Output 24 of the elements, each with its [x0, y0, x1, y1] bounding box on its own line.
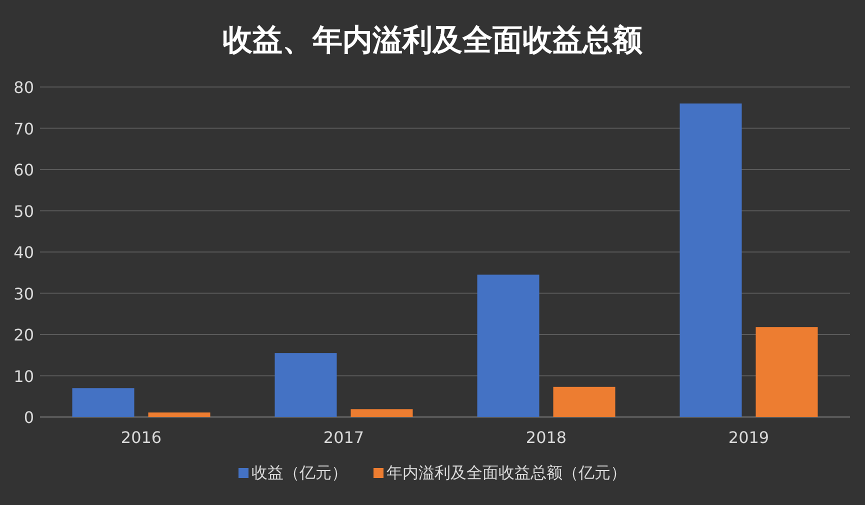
- y-tick-label: 40: [14, 243, 34, 262]
- bar: [477, 274, 540, 417]
- x-tick-label: 2018: [526, 428, 567, 447]
- x-tick-label: 2017: [323, 428, 364, 447]
- bar: [350, 409, 413, 417]
- y-tick-label: 0: [24, 408, 34, 427]
- legend-label: 年内溢利及全面收益总额（亿元）: [386, 463, 626, 482]
- chart-title: 收益、年内溢利及全面收益总额: [222, 23, 642, 58]
- bar: [148, 412, 210, 417]
- y-tick-label: 20: [14, 326, 34, 344]
- bar: [553, 386, 616, 417]
- bar: [756, 327, 818, 417]
- x-tick-label: 2016: [120, 428, 162, 447]
- y-tick-label: 50: [14, 202, 34, 221]
- bar: [680, 104, 742, 417]
- y-tick-label: 10: [14, 366, 34, 386]
- y-tick-label: 30: [14, 284, 34, 304]
- y-tick-label: 60: [14, 160, 34, 180]
- y-tick-label: 80: [14, 78, 34, 97]
- bar: [274, 353, 337, 417]
- bar: [72, 388, 134, 417]
- x-tick-label: 2019: [728, 428, 770, 447]
- y-tick-label: 70: [14, 119, 34, 138]
- legend-label: 收益（亿元）: [252, 463, 348, 482]
